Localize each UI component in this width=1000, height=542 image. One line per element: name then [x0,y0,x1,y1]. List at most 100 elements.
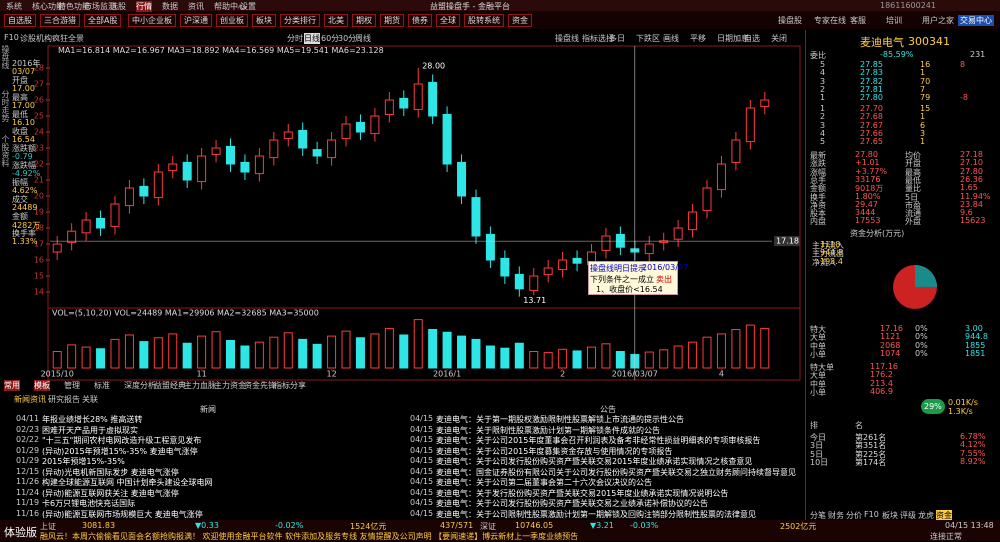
notice-item[interactable]: 麦迪电气：关于公司第二届董事会第二十六次会议决议的公告 [436,478,652,487]
news-item[interactable]: (异动)能源互联网市场规模巨大 麦迪电气涨停 [42,509,203,519]
news-item[interactable]: 年报业绩增长28% 推高送转 [42,415,143,424]
notice-item[interactable]: 麦迪电气：关于发行股份购买资产暨关联交易2015年度业绩承诺实现情况说明公告 [436,488,729,498]
chart-tool[interactable]: 下跌区 [636,34,660,43]
toolbar-button[interactable]: 中小企业板 [128,14,176,27]
quote-tab[interactable]: 资金 [936,510,952,521]
menu-item[interactable]: 选股 [110,2,126,11]
notice-item[interactable]: 麦迪电气：关于公司2015年度董事会召开利润表及备考非经常性损益明细表的专项审核… [436,436,761,445]
news-item[interactable]: 卡6万只锂电池快充话国际 [42,499,136,508]
period-tab[interactable]: 60分 [321,34,340,43]
news-item[interactable]: (异动)能源互联网获关注 麦迪电气涨停 [42,488,179,498]
side-tab[interactable]: 分时走势 [1,90,10,122]
bottom-tab[interactable]: 标准 [94,381,110,390]
notice-item[interactable]: 麦迪电气：关于公司2015年度募集资金存放与使用情况的专项报告 [436,446,673,456]
volume-bar [153,337,163,369]
period-tab[interactable]: 分时 [287,34,303,43]
bottom-tab[interactable]: 主力资金 [214,381,246,390]
toolbar-button[interactable]: 操盘股 [778,16,802,25]
bottom-tab[interactable]: 资金先锋 [244,381,276,390]
toolbar-button[interactable]: 债券 [408,14,432,27]
menu-item[interactable]: 特色功能 [58,2,90,11]
news-tab[interactable]: 研究报告 [48,395,80,404]
news-tab[interactable]: 关联 [82,395,98,404]
notice-item[interactable]: 麦迪电气：关于公司发行股份购买资产暨关联交易之业绩承诺补偿协议的公告 [436,499,708,508]
chart-tool[interactable]: 自选 [744,34,760,43]
side-tab[interactable]: 个股资料 [1,135,10,167]
toolbar-button[interactable]: 专家在线 [814,16,846,25]
menu-item[interactable]: 资讯 [188,2,204,11]
candle-body [341,123,351,139]
toolbar-button[interactable]: 三合游猎 [40,14,80,27]
side-tab[interactable]: 操盘线 [1,45,10,69]
period-tab[interactable]: 日线 [304,33,320,44]
chart-tab[interactable]: 诊股 [20,34,36,43]
toolbar-button[interactable]: 客服 [850,16,866,25]
news-item[interactable]: (异动)2015年预增15%-35% 麦迪电气涨停 [42,446,198,456]
notice-item[interactable]: 麦迪电气：关于公司限制性股票激励计划第一期解锁及回购注销部分限制性股票的法律意见 [436,509,756,519]
menu-item[interactable]: 市场监测 [84,2,116,11]
bottom-tab[interactable]: 深度分析 [124,381,156,390]
quote-tab[interactable]: 分价 [846,511,862,520]
menu-item[interactable]: 核心功能 [32,2,64,11]
quote-tab[interactable]: 评级 [900,511,916,520]
quote-tab[interactable]: 分笔 [810,511,826,520]
news-item[interactable]: 2015年预增15%-35% [42,457,125,466]
toolbar-button[interactable]: 分类排行 [280,14,320,27]
toolbar-button[interactable]: 创业板 [216,14,248,27]
period-tab[interactable]: 周线 [355,34,371,43]
quote-tab[interactable]: 龙虎 [918,511,934,520]
chart-tab[interactable]: 全景 [68,34,84,43]
toolbar-button[interactable]: 资金 [508,14,532,27]
tooltip-text: 1、收盘价<16.54 [596,285,663,294]
toolbar-button[interactable]: 全部A股 [84,14,122,27]
chart-tab[interactable]: F10 [4,33,19,42]
toolbar-button[interactable]: 股转系统 [464,14,504,27]
toolbar-button[interactable]: 用户之家 [922,16,954,25]
toolbar-button[interactable]: 沪深通 [180,14,212,27]
menu-item[interactable]: 帮助中心 [214,2,246,11]
menu-item[interactable]: 系统 [6,2,22,11]
chart-tool[interactable]: 关闭 [771,34,787,43]
bottom-tab[interactable]: 管理 [64,381,80,390]
menu-item[interactable]: 设置 [240,2,256,11]
period-tab[interactable]: 30分 [338,34,357,43]
news-date: 11/16 [16,508,40,518]
toolbar-button[interactable]: 自选股 [4,14,36,27]
chart-tab[interactable]: 机构 [36,34,52,43]
menu-item[interactable]: 数据 [162,2,178,11]
bottom-tab[interactable]: 模板 [34,380,50,391]
quote-tab[interactable]: 财务 [828,511,844,520]
toolbar-button[interactable]: 全球 [436,14,460,27]
quote-tab[interactable]: F10 [864,510,879,519]
toolbar-button[interactable]: 期货 [380,14,404,27]
news-item[interactable]: 构建全球能源互联网 中国计划牵头建设全球电网 [42,478,213,487]
toolbar-button[interactable]: 期权 [352,14,376,27]
chart-tool[interactable]: 多日 [609,34,625,43]
flow-row: 特大 [810,325,826,334]
chart-tool[interactable]: 日期加息 [717,34,749,43]
notice-item[interactable]: 麦迪电气：关于限制性股票激励计划第一期解锁条件成就的公告 [436,425,660,435]
notice-item[interactable]: 麦迪电气：关于第一期股权激励限制性股票解锁上市流通的提示性公告 [436,415,684,424]
bottom-tab[interactable]: 常用 [4,380,20,391]
toolbar-button[interactable]: 北美 [324,14,348,27]
notice-item[interactable]: 麦迪电气：国金证券股份有限公司关于公司发行股份购买资产暨关联交易之独立财务顾问持… [436,467,796,477]
toolbar-button[interactable]: 板块 [252,14,276,27]
chart-tool[interactable]: 指标选择 [582,34,614,43]
toolbar-button[interactable]: 培训 [886,16,902,25]
chart-tab[interactable]: 疯狂 [52,34,68,43]
chart-tool[interactable]: 操盘线 [555,34,579,43]
toolbar-button[interactable]: 交易中心 [958,15,994,26]
news-item[interactable]: (异动)光电机新国际发步 麦迪电气涨停 [42,467,179,477]
bottom-tab[interactable]: 益盟经典 [154,381,186,390]
y-tick-label: 20 [34,192,44,201]
chart-tool[interactable]: 平移 [690,34,706,43]
menu-item[interactable]: 行情 [136,1,152,12]
news-item[interactable]: 困难开天产品用于虚拟现实 [42,425,138,435]
quote-tab[interactable]: 板块 [882,511,898,520]
notice-item[interactable]: 麦迪电气：关于公司发行股份购买资产暨关联交易2015年度业绩承诺实现情况之核查意… [436,457,753,466]
chart-tool[interactable]: 画线 [663,34,679,43]
news-item[interactable]: "十三五"期间农村电网改造升级工程意见发布 [42,436,202,445]
news-tab[interactable]: 新闻资讯 [14,395,46,404]
bottom-tab[interactable]: 指标分享 [274,381,306,390]
bottom-tab[interactable]: 主力血脉 [184,381,216,390]
